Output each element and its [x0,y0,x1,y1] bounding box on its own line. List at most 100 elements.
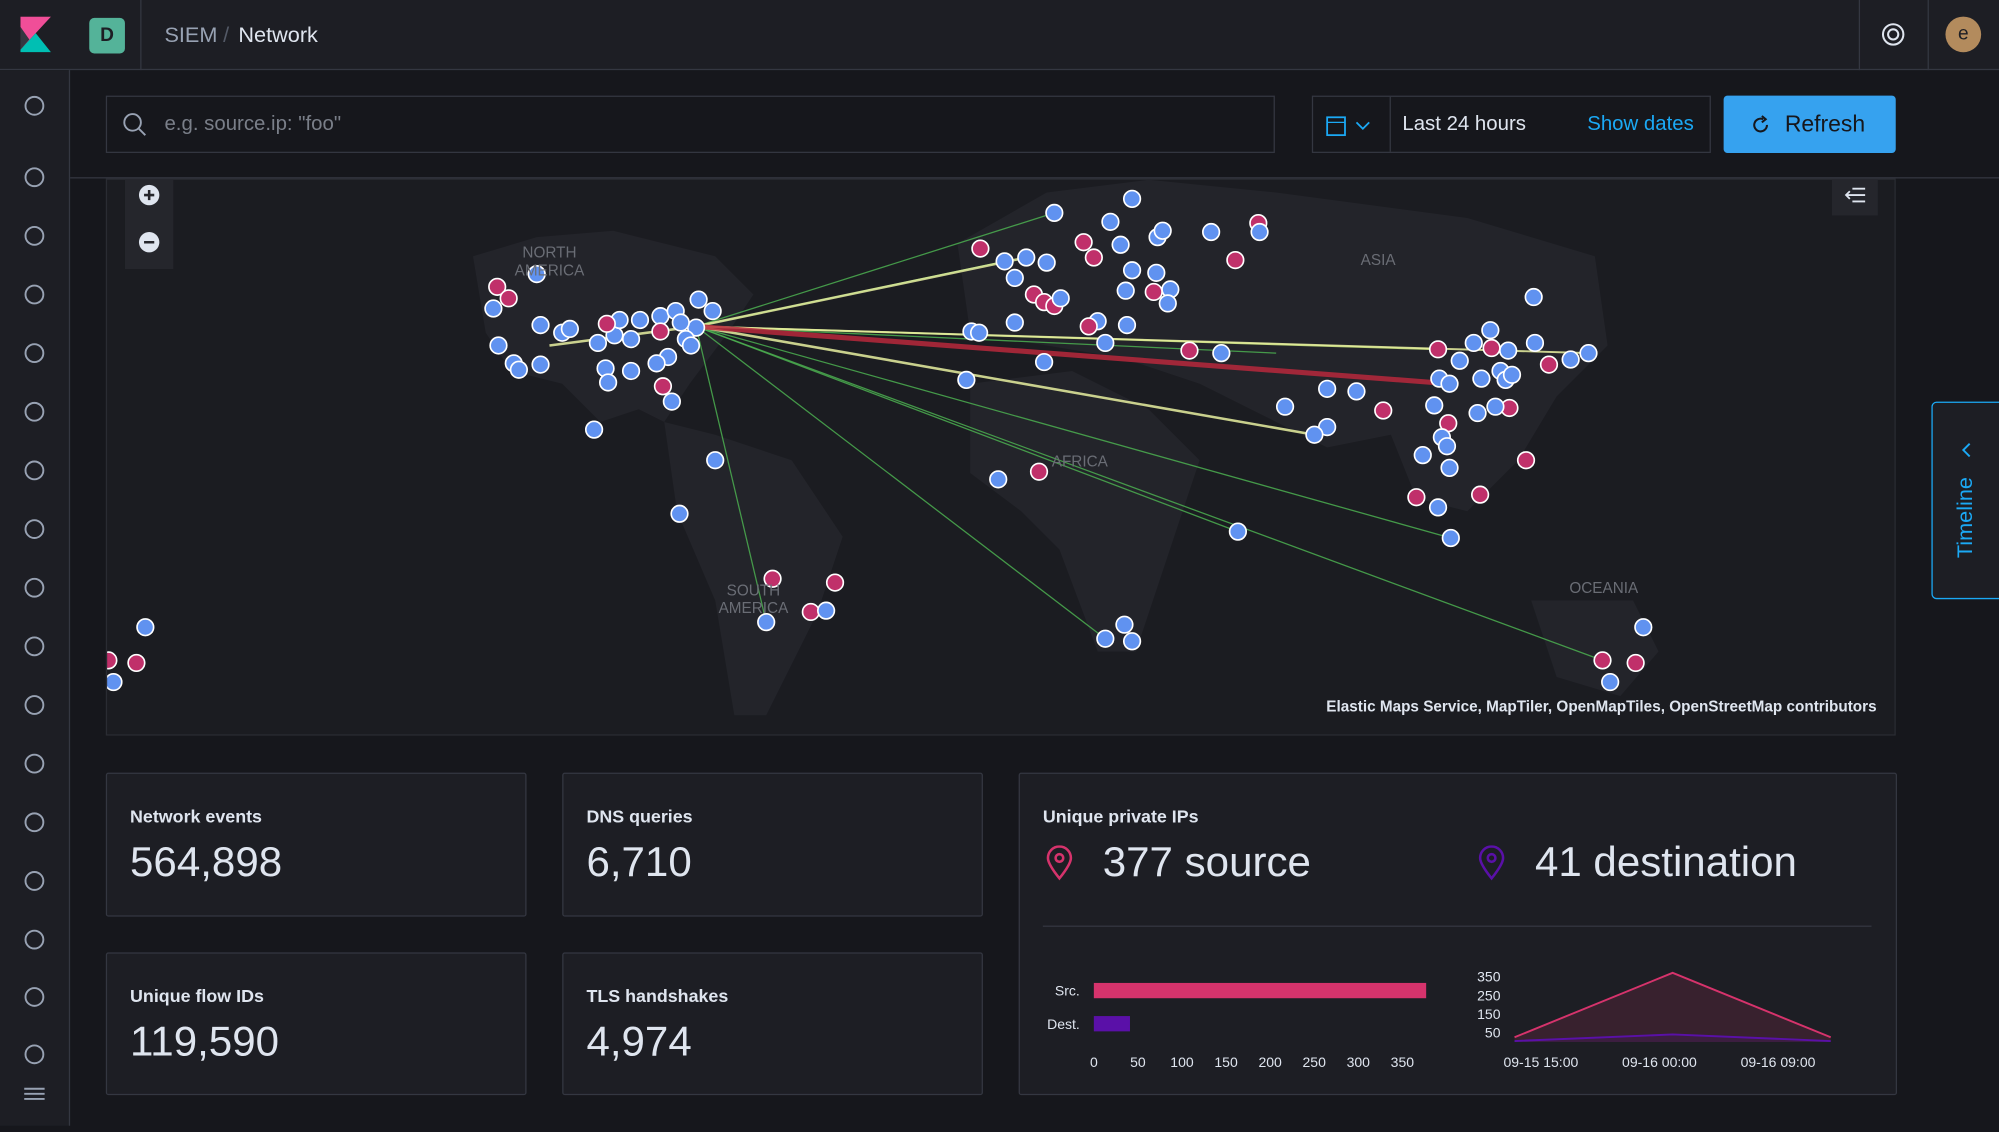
map-point[interactable] [621,361,641,381]
map-point[interactable] [1037,253,1056,272]
map-point[interactable] [1153,221,1172,240]
map-point[interactable] [653,377,673,396]
map-point[interactable] [971,239,990,258]
map-point[interactable] [1524,287,1543,307]
map-point[interactable] [1101,212,1120,231]
nav-icon[interactable] [24,695,45,715]
map-point[interactable] [1116,281,1135,300]
map-point[interactable] [1079,317,1098,336]
map-point[interactable] [630,310,650,330]
map-point[interactable] [801,602,820,622]
map-point[interactable] [527,264,546,284]
map-point[interactable] [662,392,681,411]
map-point[interactable] [1593,651,1612,670]
quick-menu[interactable] [1326,113,1377,138]
map-point[interactable] [1096,629,1115,648]
map-point[interactable] [598,373,618,392]
map-point[interactable] [681,336,701,355]
map-point[interactable] [817,601,836,620]
map-point[interactable] [1502,365,1522,384]
nav-icon[interactable] [24,753,45,774]
map-point[interactable] [1525,333,1545,353]
map-point[interactable] [1601,672,1620,692]
map-point[interactable] [1437,437,1457,456]
map-point[interactable] [1464,333,1483,353]
map-point[interactable] [621,330,641,349]
map-point[interactable] [1212,344,1231,363]
nav-icon[interactable] [24,636,45,657]
map-point[interactable] [1096,333,1115,353]
map-point[interactable] [969,323,989,342]
map-point[interactable] [689,290,708,309]
map-point[interactable] [1499,341,1518,360]
map-point[interactable] [1516,451,1536,470]
show-dates[interactable]: Show dates [1587,113,1694,136]
map-point[interactable] [995,252,1014,271]
map-point[interactable] [763,569,782,588]
map-point[interactable] [1117,315,1137,335]
map-point[interactable] [1482,338,1501,358]
map-point[interactable] [107,672,123,692]
map-point[interactable] [1202,222,1221,242]
map-point[interactable] [1472,369,1491,388]
nav-icon[interactable] [24,871,45,891]
nav-icon[interactable] [24,284,45,305]
map-point[interactable] [136,618,155,637]
map-attribution[interactable]: Elastic Maps Service, MapTiler, OpenMapT… [1326,697,1877,716]
map-point[interactable] [651,307,670,326]
map-point[interactable] [1051,289,1070,308]
map-point[interactable] [1122,261,1142,280]
map-point[interactable] [1450,351,1469,370]
search-bar[interactable]: e.g. source.ip: "foo" [105,95,1275,153]
map-point[interactable] [1486,397,1505,416]
nav-icon[interactable] [24,225,45,246]
map-point[interactable] [757,613,776,632]
map-point[interactable] [1017,248,1036,267]
map-point[interactable] [703,301,722,321]
map-point[interactable] [1115,615,1134,634]
map-point[interactable] [1122,632,1142,651]
map-point[interactable] [1579,344,1598,363]
map-point[interactable] [588,333,608,353]
nav-icon[interactable] [24,460,45,481]
map-point[interactable] [1413,446,1432,465]
map-point[interactable] [1074,233,1093,252]
map-point[interactable] [1305,425,1324,444]
map-point[interactable] [1084,248,1103,267]
map-point[interactable] [1634,618,1653,637]
map-point[interactable] [1374,401,1393,420]
nav-icon[interactable] [24,577,45,598]
map-point[interactable] [1441,528,1460,548]
help-icon[interactable] [1880,22,1905,47]
map-point[interactable] [1147,263,1166,282]
nav-icon[interactable] [24,987,45,1007]
map-point[interactable] [531,355,550,374]
map-point[interactable] [1180,341,1199,360]
map-point[interactable] [1347,382,1366,401]
breadcrumb[interactable]: SIEM [164,22,218,48]
map-point[interactable] [957,370,976,390]
map-point[interactable] [1626,653,1645,673]
map-point[interactable] [1045,203,1064,223]
map-point[interactable] [989,470,1008,489]
map-point[interactable] [1158,294,1177,313]
map-point[interactable] [1561,350,1580,369]
map-point[interactable] [1425,396,1444,415]
nav-icon[interactable] [24,812,45,833]
map-point[interactable] [1428,340,1448,359]
nav-icon[interactable] [24,95,45,116]
nav-icon[interactable] [24,167,45,188]
map-point[interactable] [499,289,518,308]
map-point[interactable] [1250,222,1269,242]
map-point[interactable] [597,314,616,333]
map-point[interactable] [706,451,725,470]
map-point[interactable] [1005,268,1024,288]
user-avatar[interactable]: e [1945,16,1982,53]
map-point[interactable] [1428,498,1448,517]
timeline-tab[interactable]: Timeline [1931,401,1999,600]
map-point[interactable] [1468,403,1487,423]
map-point[interactable] [127,653,146,673]
map-point[interactable] [647,354,666,373]
map-point[interactable] [1440,374,1459,393]
map-point[interactable] [1228,522,1248,541]
